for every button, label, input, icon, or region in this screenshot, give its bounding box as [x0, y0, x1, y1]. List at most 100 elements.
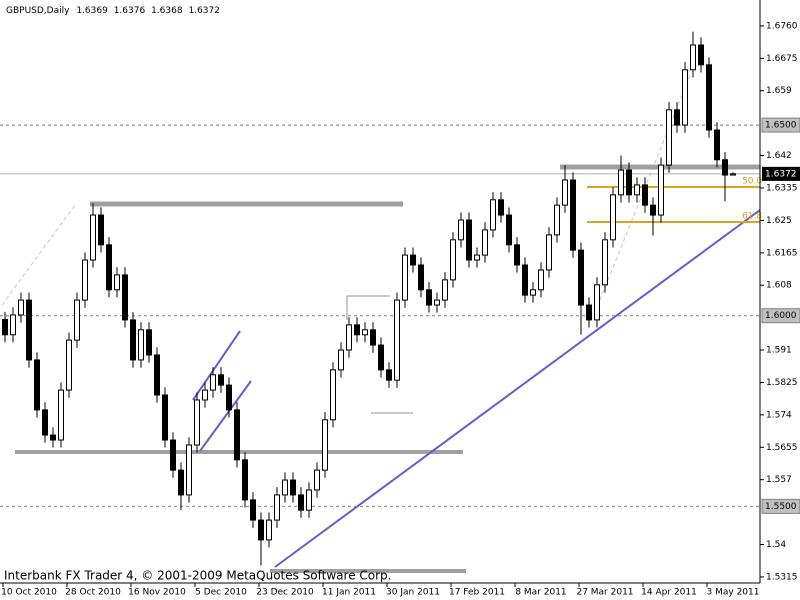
candle-body — [666, 109, 672, 166]
candle-body — [594, 284, 600, 321]
candle-body — [658, 164, 664, 216]
candle-body — [330, 369, 336, 421]
candle-body — [586, 304, 592, 321]
candle-body — [482, 229, 488, 256]
candle-body — [634, 184, 640, 196]
candle-body — [674, 109, 680, 126]
candle-body — [682, 69, 688, 126]
candle-body — [130, 319, 136, 361]
level-label: 1.6500 — [765, 121, 797, 131]
chart-header: GBPUSD,Daily 1.6369 1.6376 1.6368 1.6372 — [6, 6, 220, 16]
candle-body — [282, 479, 288, 496]
candle-body — [338, 349, 344, 371]
candle-body — [218, 374, 224, 386]
symbol: GBPUSD,Daily — [6, 6, 70, 16]
candle-body — [394, 299, 400, 381]
candle-body — [354, 324, 360, 336]
trend-line — [274, 209, 761, 568]
x-tick-label: 23 Dec 2010 — [256, 588, 314, 598]
candle-body — [90, 214, 96, 261]
candle-body — [466, 219, 472, 261]
candle-body — [442, 279, 448, 301]
candle-body — [386, 369, 392, 381]
y-tick-label: 1.608 — [766, 281, 792, 291]
x-tick-label: 27 Mar 2011 — [576, 588, 633, 598]
current-price-box — [762, 166, 800, 181]
candle-body — [538, 269, 544, 291]
candle-body — [546, 234, 552, 271]
x-tick-label: 30 Jan 2011 — [386, 588, 440, 598]
candle-body — [410, 254, 416, 266]
candle-body — [226, 384, 232, 411]
candle-body — [402, 254, 408, 301]
candle-body — [186, 444, 192, 496]
candle-body — [714, 129, 720, 161]
y-tick-label: 1.5655 — [766, 443, 798, 453]
candle-body — [362, 329, 368, 336]
candle-body — [290, 479, 296, 496]
candle-body — [210, 374, 216, 391]
candle-body — [730, 173, 736, 176]
candle-body — [514, 244, 520, 266]
candle-body — [42, 409, 48, 436]
candle-body — [34, 359, 40, 411]
y-tick-label: 1.5825 — [766, 378, 798, 388]
x-tick-label: 11 Jan 2011 — [322, 588, 376, 598]
candle-body — [146, 329, 152, 356]
y-tick-label: 1.574 — [766, 410, 792, 420]
level-label: 1.5500 — [765, 502, 797, 512]
level-label: 1.6000 — [765, 311, 797, 321]
candle-body — [194, 399, 200, 446]
candle-body — [2, 319, 8, 336]
candle-body — [10, 314, 16, 336]
candle-body — [650, 204, 656, 216]
candle-body — [530, 289, 536, 296]
candle-body — [322, 419, 328, 471]
y-tick-label: 1.625 — [766, 216, 792, 226]
box-line — [346, 295, 390, 320]
candle-body — [202, 389, 208, 401]
y-tick-label: 1.591 — [766, 346, 792, 356]
x-tick-label: 8 Mar 2011 — [515, 588, 566, 598]
x-tick-label: 16 Nov 2010 — [128, 588, 186, 598]
candle-body — [562, 179, 568, 206]
candle-body — [66, 339, 72, 391]
candle-body — [450, 239, 456, 281]
candle-body — [298, 494, 304, 511]
candle-body — [50, 434, 56, 441]
y-tick-label: 1.5315 — [766, 572, 798, 582]
header-low: 1.6368 — [151, 6, 183, 16]
candle-body — [642, 184, 648, 206]
candle-body — [474, 254, 480, 261]
header-high: 1.6376 — [114, 6, 146, 16]
y-tick-label: 1.6165 — [766, 248, 798, 258]
candle-body — [274, 494, 280, 521]
footer: Interbank FX Trader 4, © 2001-2009 MetaQ… — [4, 569, 392, 583]
x-tick-label: 28 Oct 2010 — [65, 588, 121, 598]
x-tick-label: 14 Apr 2011 — [641, 588, 697, 598]
candle-body — [570, 179, 576, 251]
candle-body — [498, 199, 504, 216]
candle-body — [258, 519, 264, 541]
candle-body — [602, 239, 608, 286]
candle-body — [378, 344, 384, 371]
candle-body — [74, 299, 80, 341]
candle-body — [426, 289, 432, 306]
y-tick-label: 1.6335 — [766, 183, 798, 193]
trend-line — [1, 204, 76, 306]
channel-line — [199, 380, 252, 452]
candle-body — [554, 204, 560, 236]
candle-body — [26, 299, 32, 361]
candle-body — [370, 329, 376, 346]
candle-body — [170, 439, 176, 471]
x-tick-label: 10 Oct 2010 — [1, 588, 57, 598]
candle-body — [138, 329, 144, 361]
candle-body — [506, 214, 512, 246]
y-tick-label: 1.659 — [766, 86, 792, 96]
candle-body — [626, 169, 632, 196]
x-tick-label: 3 May 2011 — [707, 588, 760, 598]
candle-body — [114, 274, 120, 291]
y-tick-label: 1.6760 — [766, 21, 798, 31]
channel-line — [192, 330, 241, 401]
